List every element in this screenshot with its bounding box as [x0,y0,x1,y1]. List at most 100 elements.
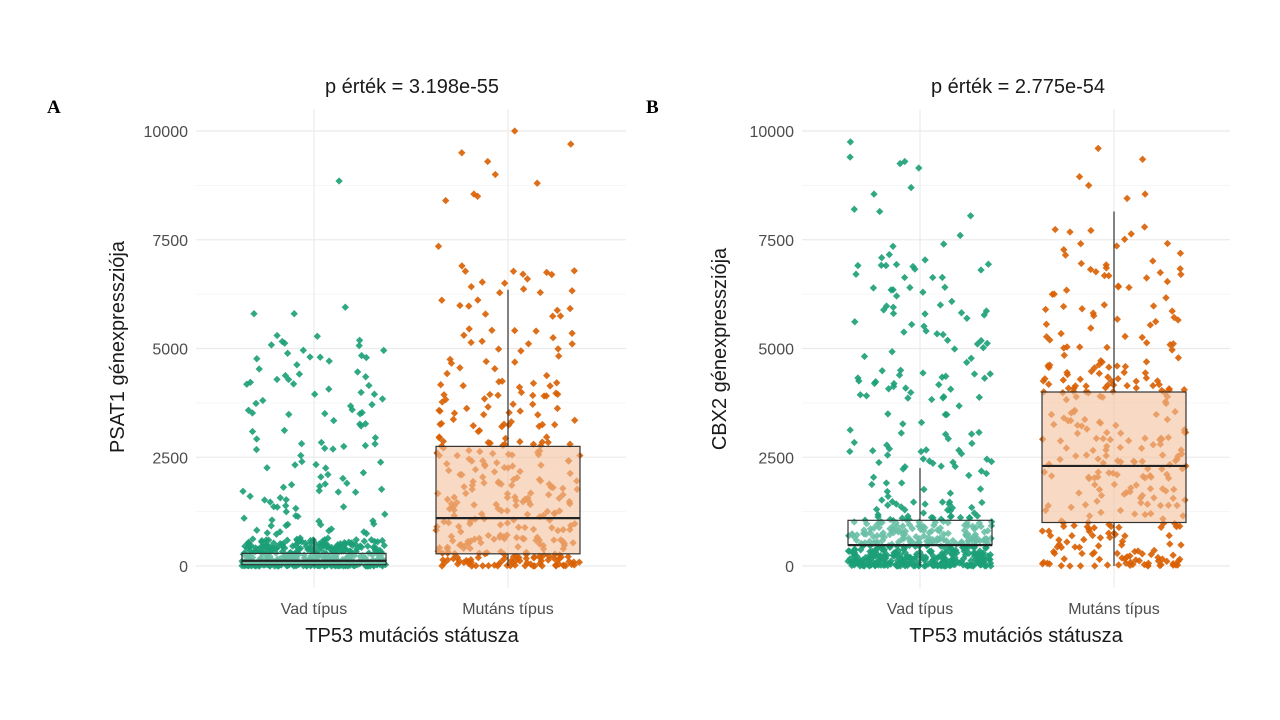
data-point [284,520,292,529]
data-point [521,562,529,570]
data-point [937,462,945,470]
data-point [901,463,909,471]
data-point [240,514,248,522]
data-point [292,512,300,520]
data-point [316,482,324,490]
data-point [321,480,329,488]
data-point [516,407,524,415]
data-point [1094,542,1103,550]
data-point [454,560,462,568]
data-point [935,381,943,389]
data-point [436,420,444,428]
data-point [340,541,348,549]
data-point [922,446,930,454]
data-point [875,519,883,527]
data-point [943,506,952,514]
data-point [361,441,370,450]
data-point [362,373,370,381]
data-point [1113,315,1121,323]
data-point [465,325,473,333]
data-point [908,320,916,329]
data-point [259,396,267,405]
y-tick-label: 10000 [144,124,189,141]
data-point [878,536,887,545]
data-point [1045,380,1053,388]
data-point [380,346,388,355]
data-point [886,525,894,533]
data-point [267,341,276,349]
data-point [869,447,877,455]
data-point [443,369,451,378]
data-point [530,553,538,561]
data-point [288,550,297,558]
data-point [912,553,920,561]
data-point [876,207,884,216]
data-point [879,529,887,537]
data-point [494,391,502,399]
data-point [902,384,910,392]
data-point [371,440,379,448]
data-point [260,496,269,504]
data-point [940,240,948,248]
data-point [461,267,470,275]
data-point [894,561,902,569]
data-point [980,374,989,382]
data-point [273,331,281,340]
data-point [297,440,306,448]
data-point [486,390,494,399]
data-point [370,390,379,398]
data-point [295,370,304,378]
data-point [331,550,340,559]
data-point [1078,305,1086,313]
data-point [251,544,260,552]
data-point [465,302,473,310]
data-point [540,392,548,400]
data-point [984,552,992,560]
data-point [942,372,950,380]
data-point [1090,524,1098,532]
data-point [862,392,871,400]
data-point [921,256,929,264]
data-point [313,332,321,340]
data-point [979,344,987,352]
data-point [965,513,974,522]
data-point [951,462,959,471]
data-point [255,365,263,373]
data-point [290,310,298,318]
data-point [905,534,913,542]
data-point [850,551,859,559]
data-point [946,489,955,497]
data-point [534,411,542,419]
data-point [1078,549,1086,558]
data-point [516,438,524,446]
data-point [860,526,868,534]
data-point [311,390,319,398]
data-point [970,370,979,378]
panel-b-boxes [847,211,1187,566]
data-point [968,503,976,512]
data-point [549,334,557,342]
data-point [884,492,892,501]
data-point [564,553,572,561]
data-point [929,459,937,467]
data-point [1087,324,1095,332]
data-point [848,530,856,538]
data-point [860,352,869,361]
data-point [1176,265,1184,273]
data-point [460,331,468,339]
data-point [505,408,513,417]
data-point [1042,320,1051,328]
data-point [975,393,983,401]
data-point [908,524,917,533]
data-point [330,416,338,425]
data-point [488,326,496,334]
data-point [1146,321,1154,329]
data-point [852,270,860,278]
data-point [880,306,888,314]
data-point [942,561,951,570]
data-point [468,562,476,570]
data-point [238,562,246,570]
data-point [319,539,328,548]
data-point [1169,551,1177,559]
